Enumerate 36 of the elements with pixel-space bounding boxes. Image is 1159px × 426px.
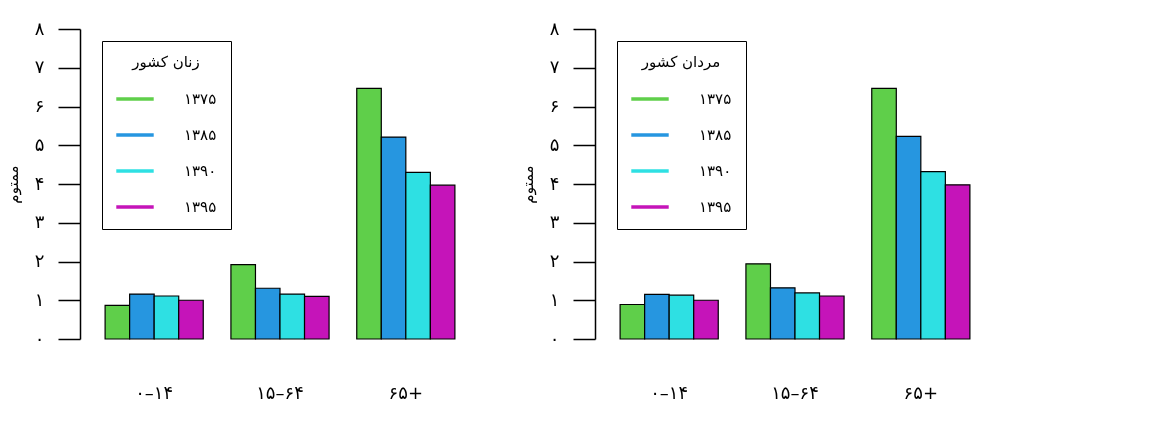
y-axis-title: ممتوم <box>3 165 22 204</box>
y-tick-label: ۲ <box>34 250 45 271</box>
x-tick-label: ۰–۱۴ <box>650 381 689 403</box>
legend-label: ۱۳۹۵ <box>699 198 732 216</box>
x-tick-label: ۶۵+ <box>388 381 424 403</box>
y-tick-label: ۰ <box>549 327 560 349</box>
y-tick-label: ۶ <box>34 95 45 116</box>
y-tick-label: ۷ <box>549 56 560 78</box>
legend-label: ۱۳۹۰ <box>184 162 217 180</box>
legend-label: ۱۳۹۰ <box>699 162 732 180</box>
legend-label: ۱۳۹۵ <box>184 198 217 216</box>
legend-label: ۱۳۷۵ <box>184 90 217 108</box>
x-tick-label: ۱۵–۶۴ <box>256 381 304 403</box>
x-tick-label: ۱۵–۶۴ <box>771 381 819 403</box>
y-tick-label: ۴ <box>34 172 45 194</box>
y-tick-label: ۸ <box>549 17 560 39</box>
legend-label: ۱۳۸۵ <box>184 126 217 144</box>
y-tick-label: ۳ <box>34 211 45 233</box>
y-tick-label: ۷ <box>34 56 45 78</box>
y-tick-label: ۳ <box>549 211 560 233</box>
y-tick-label: ۵ <box>549 133 560 155</box>
y-axis-title: ممتوم <box>518 165 537 204</box>
legend-title: مردان کشور <box>640 53 721 71</box>
y-tick-label: ۶ <box>549 95 560 116</box>
y-tick-label: ۱ <box>34 288 45 310</box>
x-tick-label: ۶۵+ <box>903 381 939 403</box>
y-tick-label: ۵ <box>34 133 45 155</box>
y-tick-label: ۸ <box>34 17 45 39</box>
x-tick-label: ۰–۱۴ <box>135 381 174 403</box>
y-tick-label: ۱ <box>549 288 560 310</box>
y-tick-label: ۰ <box>34 327 45 349</box>
legend-label: ۱۳۷۵ <box>699 90 732 108</box>
y-tick-label: ۲ <box>549 250 560 271</box>
legend-label: ۱۳۸۵ <box>699 126 732 144</box>
legend-title: زنان کشور <box>131 53 200 71</box>
y-tick-label: ۴ <box>549 172 560 194</box>
